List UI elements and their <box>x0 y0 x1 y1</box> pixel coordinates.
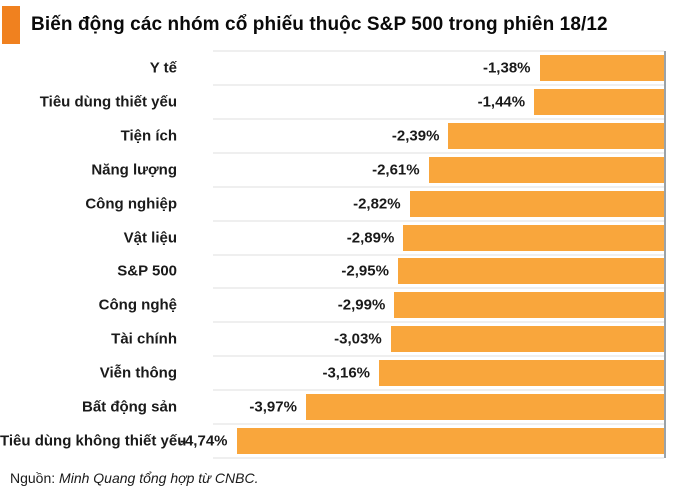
row-gridline <box>213 117 664 120</box>
row-gridline <box>213 50 664 52</box>
bar <box>390 326 664 353</box>
category-label: Y tế <box>149 59 177 77</box>
chart-row: Viễn thông -3,16% <box>0 355 700 390</box>
row-gridline <box>213 321 664 324</box>
row-gridline <box>213 287 664 290</box>
bar <box>305 394 664 421</box>
bar <box>379 360 664 387</box>
category-label: Công nghiệp <box>85 195 177 213</box>
category-label: Bất động sản <box>81 398 177 416</box>
chart-row: Y tế -1,38% <box>0 50 700 85</box>
value-label: -2,82% <box>353 195 401 213</box>
row-gridline <box>213 185 664 188</box>
chart-row: Tài chính -3,03% <box>0 321 700 356</box>
category-label: Tiêu dùng không thiết yếu <box>0 432 187 450</box>
row-gridline <box>213 83 664 86</box>
chart-row: Tiêu dùng không thiết yếu -4,74% <box>0 423 700 458</box>
chart-row: Bất động sản -3,97% <box>0 389 700 424</box>
row-gridline <box>213 355 664 358</box>
category-label: Viễn thông <box>99 364 177 382</box>
chart-header: Biến động các nhóm cổ phiếu thuộc S&P 50… <box>0 5 700 45</box>
chart-row: Vật liệu -2,89% <box>0 219 700 255</box>
bar <box>448 122 664 149</box>
category-label: Tài chính <box>111 330 177 348</box>
value-label: -2,61% <box>372 161 420 179</box>
value-label: -3,03% <box>334 330 382 348</box>
category-label: Năng lượng <box>91 161 177 179</box>
bar <box>394 292 664 319</box>
category-label: Vật liệu <box>123 229 177 247</box>
row-gridline <box>213 151 664 154</box>
row-gridline <box>213 423 664 426</box>
chart-row: Tiêu dùng thiết yếu -1,44% <box>0 83 700 119</box>
value-label: -2,99% <box>337 296 386 314</box>
bar <box>403 224 664 251</box>
value-label: -4,74% <box>179 432 228 450</box>
value-label: -3,97% <box>249 398 297 416</box>
category-label: S&P 500 <box>117 262 177 280</box>
bar <box>534 88 664 115</box>
row-gridline <box>213 389 664 392</box>
value-label: -2,89% <box>346 229 395 247</box>
chart-title: Biến động các nhóm cổ phiếu thuộc S&P 50… <box>31 14 608 35</box>
chart-row: Tiện ích -2,39% <box>0 117 700 153</box>
chart-row: Năng lượng -2,61% <box>0 151 700 187</box>
value-label: -2,39% <box>391 127 440 145</box>
source-note: Nguồn: Minh Quang tổng hợp từ CNBC. <box>10 470 700 486</box>
row-gridline <box>213 253 664 256</box>
source-prefix: Nguồn: <box>10 470 60 486</box>
value-label: -3,16% <box>322 364 370 382</box>
bar <box>428 156 664 183</box>
zero-axis-line <box>664 51 666 458</box>
bar-chart: Y tế -1,38% Tiêu dùng thiết yếu -1,44% Tiện … <box>0 50 700 459</box>
bar <box>397 258 664 285</box>
value-label: -1,44% <box>477 93 526 111</box>
bar <box>236 428 664 455</box>
chart-row: S&P 500 -2,95% <box>0 253 700 289</box>
row-gridline <box>213 219 664 222</box>
category-label: Công nghệ <box>98 296 177 314</box>
category-label: Tiện ích <box>120 127 177 145</box>
bar <box>409 190 664 217</box>
category-label: Tiêu dùng thiết yếu <box>39 93 177 111</box>
value-label: -1,38% <box>482 59 531 77</box>
accent-square <box>2 6 20 44</box>
chart-row: Công nghiệp -2,82% <box>0 185 700 221</box>
source-text: Minh Quang tổng hợp từ CNBC. <box>59 470 259 486</box>
chart-row: Công nghệ -2,99% <box>0 287 700 322</box>
value-label: -2,95% <box>341 262 389 280</box>
bar <box>539 54 664 81</box>
bottom-gridline <box>213 457 664 459</box>
